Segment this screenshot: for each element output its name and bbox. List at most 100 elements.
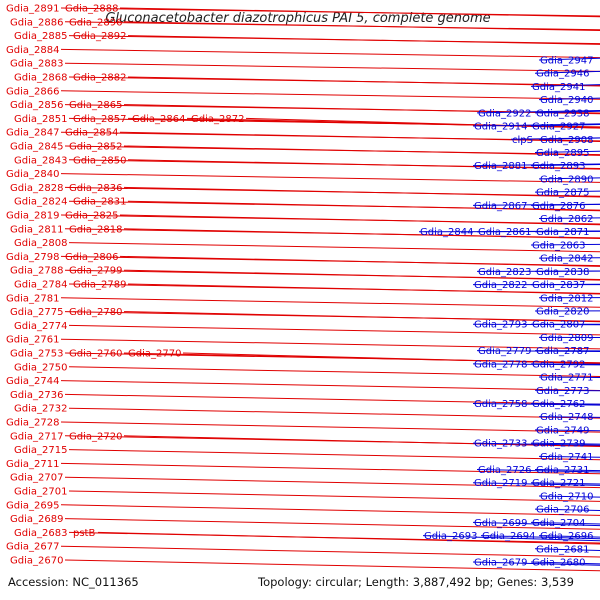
gene-label-forward[interactable]: Gdia_2799 bbox=[69, 266, 122, 277]
gene-label-reverse[interactable]: Gdia_2946 bbox=[536, 69, 589, 80]
gene-label-forward[interactable]: Gdia_2819 bbox=[6, 211, 59, 222]
gene-label-reverse[interactable]: Gdia_2876 bbox=[532, 201, 585, 212]
gene-label-forward[interactable]: Gdia_2857 bbox=[73, 114, 126, 125]
gene-label-reverse[interactable]: Gdia_2704 bbox=[532, 518, 585, 529]
gene-label-forward[interactable]: Gdia_2828 bbox=[10, 183, 63, 194]
gene-label-forward[interactable]: Gdia_2845 bbox=[10, 142, 63, 153]
gene-label-reverse[interactable]: Gdia_2895 bbox=[536, 148, 589, 159]
gene-label-forward[interactable]: Gdia_2732 bbox=[14, 404, 67, 415]
gene-label-reverse[interactable]: Gdia_2699 bbox=[474, 518, 527, 529]
gene-label-reverse[interactable]: Gdia_2844 bbox=[420, 227, 473, 238]
gene-label-reverse[interactable]: Gdia_2812 bbox=[540, 293, 593, 304]
gene-label-forward[interactable]: Gdia_2866 bbox=[6, 86, 59, 97]
gene-label-forward[interactable]: Gdia_2701 bbox=[14, 487, 67, 498]
gene-label-forward[interactable]: Gdia_2840 bbox=[6, 169, 59, 180]
gene-label-reverse[interactable]: Gdia_2773 bbox=[536, 386, 589, 397]
gene-label-reverse[interactable]: Gdia_2748 bbox=[540, 412, 593, 423]
gene-label-reverse[interactable]: Gdia_2694 bbox=[482, 531, 535, 542]
gene-label-forward[interactable]: Gdia_2806 bbox=[65, 252, 118, 263]
gene-label-reverse[interactable]: Gdia_2680 bbox=[532, 558, 585, 569]
gene-label-forward[interactable]: Gdia_2683 bbox=[14, 528, 67, 539]
gene-label-forward[interactable]: Gdia_2882 bbox=[73, 73, 126, 84]
gene-label-forward[interactable]: Gdia_2707 bbox=[10, 473, 63, 484]
gene-label-forward[interactable]: Gdia_2831 bbox=[73, 197, 126, 208]
gene-label-forward[interactable]: Gdia_2775 bbox=[10, 307, 63, 318]
gene-label-reverse[interactable]: Gdia_2749 bbox=[536, 425, 589, 436]
gene-label-forward[interactable]: Gdia_2856 bbox=[10, 100, 63, 111]
gene-label-forward[interactable]: Gdia_2824 bbox=[14, 197, 67, 208]
gene-label-reverse[interactable]: Gdia_2938 bbox=[536, 108, 589, 119]
gene-label-reverse[interactable]: Gdia_2822 bbox=[474, 280, 527, 291]
gene-label-forward[interactable]: Gdia_2744 bbox=[6, 376, 59, 387]
gene-label-reverse[interactable]: Gdia_2706 bbox=[536, 505, 589, 516]
gene-label-forward[interactable]: Gdia_2788 bbox=[10, 266, 63, 277]
gene-label-reverse[interactable]: Gdia_2721 bbox=[532, 478, 585, 489]
gene-label-forward[interactable]: Gdia_2868 bbox=[14, 73, 67, 84]
gene-label-forward[interactable]: Gdia_2847 bbox=[6, 128, 59, 139]
gene-label-forward[interactable]: Gdia_2728 bbox=[6, 418, 59, 429]
gene-label-forward[interactable]: Gdia_2720 bbox=[69, 431, 122, 442]
gene-label-reverse[interactable]: Gdia_2862 bbox=[540, 214, 593, 225]
gene-label-reverse[interactable]: Gdia_2947 bbox=[540, 56, 593, 67]
gene-label-reverse[interactable]: Gdia_2890 bbox=[540, 174, 593, 185]
gene-label-reverse[interactable]: Gdia_2719 bbox=[474, 478, 527, 489]
gene-label-forward[interactable]: Gdia_2850 bbox=[73, 155, 126, 166]
gene-label-forward[interactable]: Gdia_2864 bbox=[132, 114, 185, 125]
gene-label-reverse[interactable]: Gdia_2807 bbox=[532, 320, 585, 331]
gene-label-forward[interactable]: Gdia_2891 bbox=[6, 4, 59, 15]
gene-label-reverse[interactable]: Gdia_2726 bbox=[478, 465, 531, 476]
gene-label-forward[interactable]: Gdia_2736 bbox=[10, 390, 63, 401]
gene-label-reverse[interactable]: Gdia_2809 bbox=[540, 333, 593, 344]
gene-label-reverse[interactable]: Gdia_2779 bbox=[478, 346, 531, 357]
gene-label-reverse[interactable]: Gdia_2871 bbox=[536, 227, 589, 238]
gene-label-forward[interactable]: Gdia_2843 bbox=[14, 155, 67, 166]
gene-label-reverse[interactable]: Gdia_2861 bbox=[478, 227, 531, 238]
gene-label-reverse[interactable]: Gdia_2739 bbox=[532, 439, 585, 450]
gene-label-forward[interactable]: Gdia_2711 bbox=[6, 459, 59, 470]
gene-label-reverse[interactable]: Gdia_2863 bbox=[532, 240, 585, 251]
gene-label-reverse[interactable]: Gdia_2792 bbox=[532, 359, 585, 370]
gene-label-forward[interactable]: Gdia_2885 bbox=[14, 31, 67, 42]
gene-label-reverse[interactable]: Gdia_2710 bbox=[540, 491, 593, 502]
gene-label-forward[interactable]: Gdia_2808 bbox=[14, 238, 67, 249]
gene-label-reverse[interactable]: Gdia_2838 bbox=[536, 267, 589, 278]
gene-label-forward[interactable]: Gdia_2888 bbox=[65, 4, 118, 15]
gene-label-reverse[interactable]: Gdia_2731 bbox=[536, 465, 589, 476]
gene-label-forward[interactable]: Gdia_2780 bbox=[69, 307, 122, 318]
gene-label-reverse[interactable]: Gdia_2914 bbox=[474, 122, 527, 133]
gene-label-forward[interactable]: Gdia_2892 bbox=[73, 31, 126, 42]
gene-label-reverse[interactable]: Gdia_2679 bbox=[474, 558, 527, 569]
gene-label-forward[interactable]: Gdia_2896 bbox=[69, 17, 122, 28]
gene-label-reverse[interactable]: Gdia_2793 bbox=[474, 320, 527, 331]
gene-label-reverse[interactable]: clpS bbox=[512, 135, 533, 146]
gene-label-forward[interactable]: Gdia_2715 bbox=[14, 445, 67, 456]
gene-label-forward[interactable]: Gdia_2854 bbox=[65, 128, 118, 139]
gene-label-forward[interactable]: Gdia_2670 bbox=[10, 556, 63, 567]
gene-label-forward[interactable]: Gdia_2677 bbox=[6, 542, 59, 553]
gene-label-forward[interactable]: Gdia_2852 bbox=[69, 142, 122, 153]
gene-label-reverse[interactable]: Gdia_2875 bbox=[536, 188, 589, 199]
gene-label-reverse[interactable]: Gdia_2908 bbox=[540, 135, 593, 146]
gene-label-forward[interactable]: Gdia_2798 bbox=[6, 252, 59, 263]
gene-label-forward[interactable]: Gdia_2851 bbox=[14, 114, 67, 125]
gene-label-forward[interactable]: Gdia_2784 bbox=[14, 280, 67, 291]
gene-label-reverse[interactable]: Gdia_2842 bbox=[540, 254, 593, 265]
gene-label-reverse[interactable]: Gdia_2881 bbox=[474, 161, 527, 172]
gene-label-forward[interactable]: Gdia_2825 bbox=[65, 211, 118, 222]
gene-label-reverse[interactable]: Gdia_2823 bbox=[478, 267, 531, 278]
gene-label-reverse[interactable]: Gdia_2820 bbox=[536, 307, 589, 318]
gene-label-forward[interactable]: Gdia_2836 bbox=[69, 183, 122, 194]
gene-label-forward[interactable]: Gdia_2761 bbox=[6, 335, 59, 346]
gene-label-reverse[interactable]: Gdia_2941 bbox=[532, 82, 585, 93]
gene-label-reverse[interactable]: Gdia_2922 bbox=[478, 108, 531, 119]
gene-label-forward[interactable]: pstB bbox=[73, 528, 95, 539]
gene-label-reverse[interactable]: Gdia_2693 bbox=[424, 531, 477, 542]
gene-label-forward[interactable]: Gdia_2770 bbox=[128, 349, 181, 360]
gene-label-reverse[interactable]: Gdia_2787 bbox=[536, 346, 589, 357]
gene-label-forward[interactable]: Gdia_2750 bbox=[14, 362, 67, 373]
gene-label-forward[interactable]: Gdia_2689 bbox=[10, 514, 63, 525]
gene-label-forward[interactable]: Gdia_2717 bbox=[10, 431, 63, 442]
gene-label-reverse[interactable]: Gdia_2837 bbox=[532, 280, 585, 291]
gene-label-reverse[interactable]: Gdia_2762 bbox=[532, 399, 585, 410]
gene-label-forward[interactable]: Gdia_2760 bbox=[69, 349, 122, 360]
